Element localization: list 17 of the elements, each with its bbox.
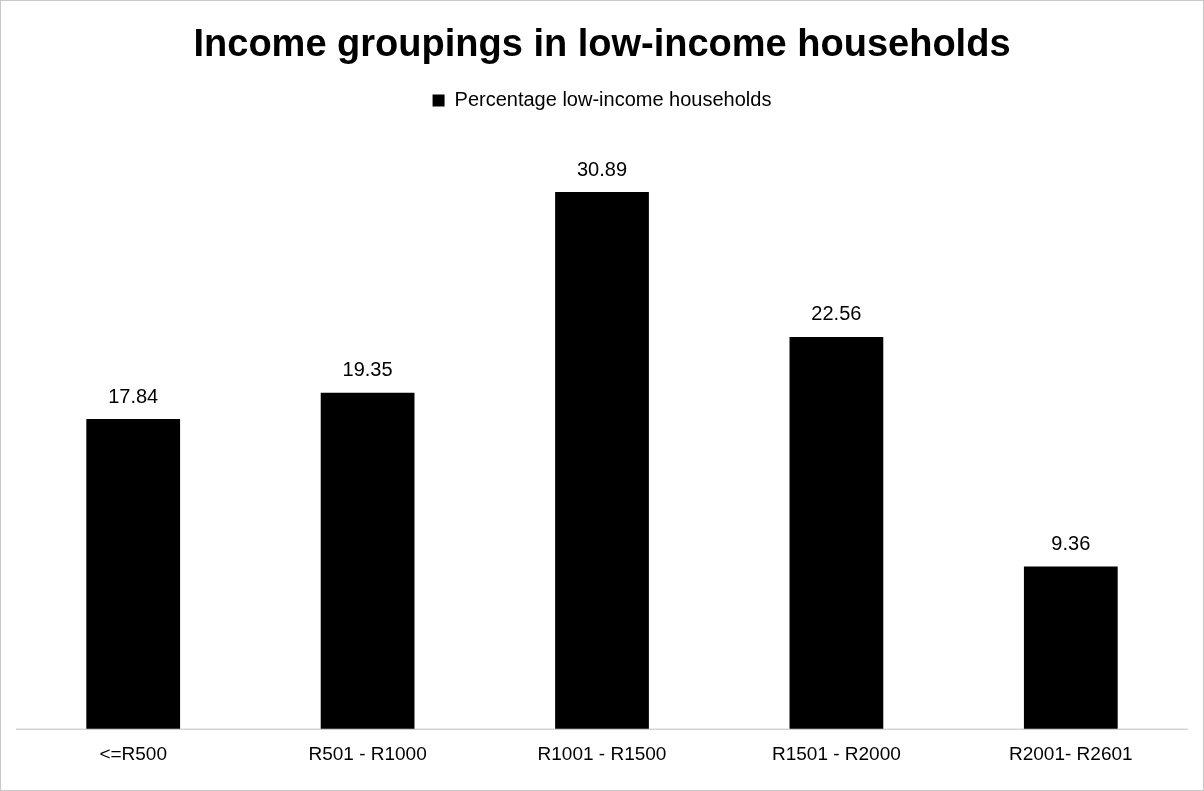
data-label: 19.35 [342,358,393,381]
bar [1023,566,1118,730]
x-tick-label: R1501 - R2000 [771,742,901,764]
data-label: 17.84 [108,384,159,407]
x-tick-label: R501 - R1000 [308,742,427,764]
x-tick-label: <=R500 [99,742,168,764]
x-tick-label: R1001 - R1500 [537,742,667,764]
bar [320,392,415,730]
data-label: 9.36 [1051,531,1091,554]
chart-title: Income groupings in low-income households [193,22,1011,65]
legend-label: Percentage low-income households [454,88,772,111]
x-tick-label: R2001- R2601 [1009,742,1133,764]
bar [789,336,884,730]
bar [555,192,649,730]
data-label: 22.56 [811,302,862,325]
bar [86,418,181,730]
data-label: 30.89 [576,157,628,180]
